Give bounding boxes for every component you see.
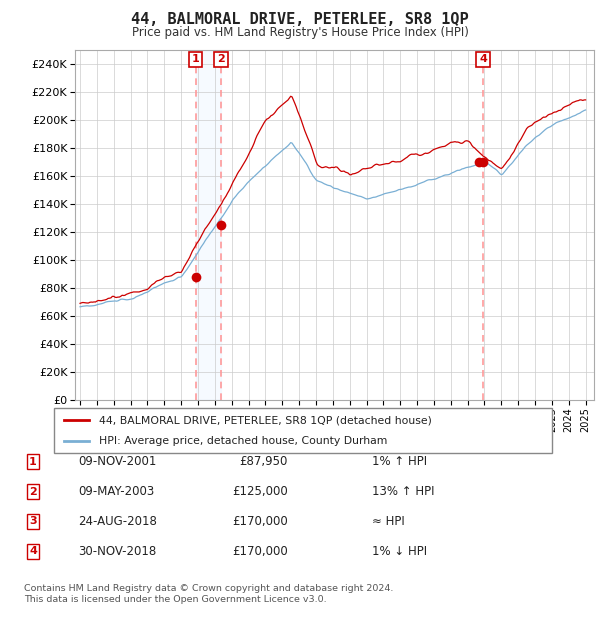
Text: 1% ↑ HPI: 1% ↑ HPI: [372, 456, 427, 468]
Text: £170,000: £170,000: [232, 515, 288, 528]
Text: 1: 1: [192, 55, 200, 64]
Text: 24-AUG-2018: 24-AUG-2018: [78, 515, 157, 528]
Text: This data is licensed under the Open Government Licence v3.0.: This data is licensed under the Open Gov…: [24, 595, 326, 604]
Text: 30-NOV-2018: 30-NOV-2018: [78, 545, 156, 557]
Text: 2: 2: [29, 487, 37, 497]
Text: Price paid vs. HM Land Registry's House Price Index (HPI): Price paid vs. HM Land Registry's House …: [131, 26, 469, 39]
Bar: [196, 50, 221, 400]
Text: 44, BALMORAL DRIVE, PETERLEE, SR8 1QP (detached house): 44, BALMORAL DRIVE, PETERLEE, SR8 1QP (d…: [99, 415, 431, 425]
FancyBboxPatch shape: [54, 408, 552, 453]
Text: 09-NOV-2001: 09-NOV-2001: [78, 456, 157, 468]
Text: 1: 1: [29, 457, 37, 467]
Text: HPI: Average price, detached house, County Durham: HPI: Average price, detached house, Coun…: [99, 436, 387, 446]
Text: 09-MAY-2003: 09-MAY-2003: [78, 485, 154, 498]
Text: 2: 2: [217, 55, 225, 64]
Text: 4: 4: [29, 546, 37, 556]
Text: 4: 4: [479, 55, 487, 64]
Text: £170,000: £170,000: [232, 545, 288, 557]
Text: £87,950: £87,950: [239, 456, 288, 468]
Text: £125,000: £125,000: [232, 485, 288, 498]
Text: 13% ↑ HPI: 13% ↑ HPI: [372, 485, 434, 498]
Text: Contains HM Land Registry data © Crown copyright and database right 2024.: Contains HM Land Registry data © Crown c…: [24, 584, 394, 593]
Text: 44, BALMORAL DRIVE, PETERLEE, SR8 1QP: 44, BALMORAL DRIVE, PETERLEE, SR8 1QP: [131, 12, 469, 27]
Text: 3: 3: [29, 516, 37, 526]
Text: 1% ↓ HPI: 1% ↓ HPI: [372, 545, 427, 557]
Text: ≈ HPI: ≈ HPI: [372, 515, 405, 528]
